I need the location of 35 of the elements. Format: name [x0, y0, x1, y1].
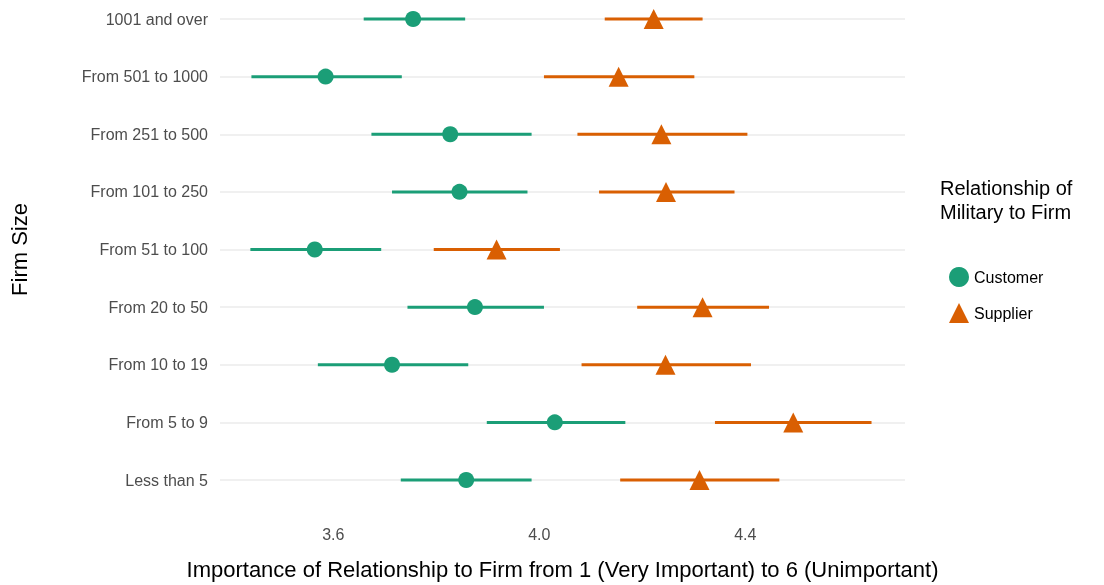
y-tick-label: From 5 to 9: [126, 413, 209, 431]
point: [783, 412, 804, 433]
y-tick-label: From 10 to 19: [108, 356, 209, 374]
y-tick-label: From 251 to 500: [90, 125, 209, 143]
point: [608, 66, 629, 87]
point: [458, 472, 475, 488]
point: [442, 126, 459, 143]
legend-label: Supplier: [974, 304, 1034, 322]
point: [384, 356, 401, 373]
point: [451, 183, 468, 200]
y-tick-label: From 101 to 250: [90, 183, 209, 201]
legend-label: Customer: [974, 268, 1045, 286]
y-tick-label: 1001 and over: [105, 10, 209, 28]
y-tick-label: From 501 to 1000: [81, 68, 209, 86]
point: [689, 470, 710, 490]
y-axis-title: Firm Size: [6, 203, 32, 296]
x-tick-label: 4.4: [734, 525, 757, 543]
y-tick-label: From 51 to 100: [99, 241, 209, 258]
point: [405, 11, 422, 27]
point: [656, 181, 677, 202]
point: [306, 241, 323, 258]
x-axis-title: Importance of Relationship to Firm from 1 (Very Important) to 6 (Unimportant): [186, 556, 939, 582]
point: [466, 299, 483, 316]
y-tick-label: Less than 5: [125, 471, 209, 489]
point: [692, 297, 713, 318]
point: [655, 354, 676, 375]
x-tick-label: 3.6: [322, 525, 345, 543]
point: [643, 9, 664, 29]
point: [546, 414, 563, 431]
x-tick-label: 4.0: [528, 525, 551, 543]
point: [651, 124, 672, 145]
y-tick-label: From 20 to 50: [108, 298, 209, 316]
point: [317, 68, 334, 85]
legend-title: Relationship of Military to Firm: [940, 177, 1078, 223]
point: [486, 239, 507, 260]
